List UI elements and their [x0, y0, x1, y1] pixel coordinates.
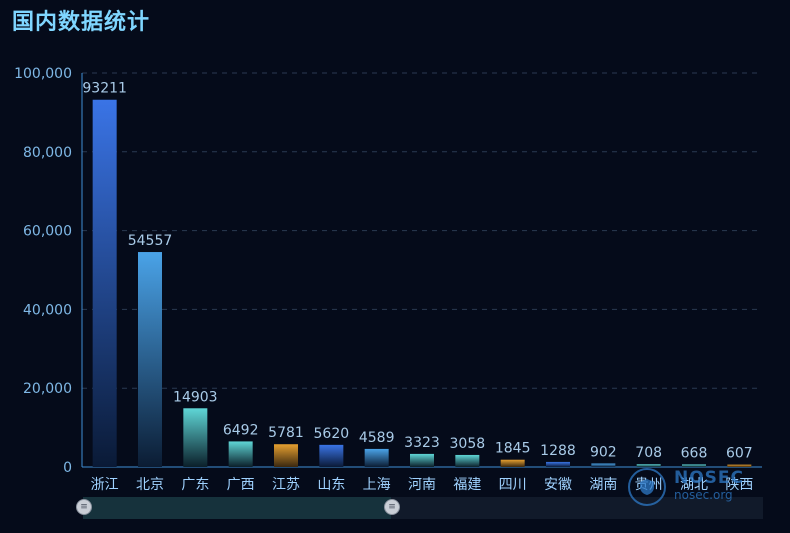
watermark: NOSEC nosec.org [628, 468, 778, 512]
watermark-name: NOSEC [674, 468, 745, 488]
bar[interactable] [546, 461, 570, 467]
bar-value-label: 607 [726, 446, 753, 462]
bar-value-label: 1288 [540, 443, 576, 459]
x-tick-label: 四川 [499, 477, 527, 493]
bar[interactable] [92, 99, 117, 467]
nosec-logo-icon [628, 468, 666, 506]
datazoom-end-handle[interactable]: ≡ [384, 499, 400, 515]
y-tick-label: 80,000 [23, 145, 72, 161]
y-tick-label: 20,000 [23, 381, 72, 397]
y-tick-label: 40,000 [23, 302, 72, 318]
datazoom-selection[interactable] [83, 497, 391, 519]
x-tick-label: 广西 [227, 477, 255, 493]
y-tick-label: 0 [63, 460, 72, 476]
bar-value-label: 54557 [128, 233, 173, 249]
bar-value-label: 708 [635, 445, 662, 461]
bar-value-label: 5781 [268, 425, 304, 441]
bar[interactable] [636, 464, 661, 467]
y-tick-label: 100,000 [14, 66, 72, 82]
bar[interactable] [682, 464, 706, 467]
x-tick-label: 陕西 [725, 477, 753, 493]
datazoom-start-handle[interactable]: ≡ [76, 499, 92, 515]
x-tick-label: 江苏 [272, 477, 300, 493]
x-tick-label: 山东 [317, 477, 345, 493]
bar-value-label: 3058 [450, 436, 486, 452]
bar[interactable] [410, 453, 434, 467]
bar[interactable] [138, 252, 162, 467]
bar-value-label: 14903 [173, 389, 218, 405]
chart-title: 国内数据统计 [12, 10, 151, 35]
bar[interactable] [455, 454, 480, 467]
x-tick-label: 浙江 [91, 477, 119, 493]
bar[interactable] [274, 444, 298, 467]
bar-value-label: 3323 [404, 435, 440, 451]
x-tick-label: 福建 [453, 477, 481, 493]
bar[interactable] [364, 448, 389, 467]
bar-value-label: 6492 [223, 422, 259, 438]
bar[interactable] [591, 463, 616, 467]
x-tick-label: 湖北 [680, 477, 708, 493]
bar-value-label: 668 [681, 445, 708, 461]
x-tick-label: 河南 [408, 477, 436, 493]
bar-value-label: 93211 [82, 81, 127, 97]
y-tick-label: 60,000 [23, 224, 72, 240]
bar[interactable] [727, 464, 752, 467]
x-tick-label: 上海 [363, 477, 391, 493]
x-tick-label: 广东 [181, 477, 209, 493]
bar-value-label: 4589 [359, 430, 395, 446]
bar-value-label: 1845 [495, 441, 531, 457]
watermark-url: nosec.org [674, 488, 733, 502]
x-tick-label: 湖南 [589, 477, 617, 493]
x-tick-label: 北京 [136, 477, 164, 493]
bar[interactable] [228, 441, 253, 467]
bar[interactable] [183, 408, 208, 467]
bar[interactable] [500, 459, 525, 467]
x-tick-label: 安徽 [544, 477, 572, 493]
bar-value-label: 902 [590, 444, 617, 460]
bar[interactable] [319, 444, 344, 467]
bar-value-label: 5620 [314, 426, 350, 442]
